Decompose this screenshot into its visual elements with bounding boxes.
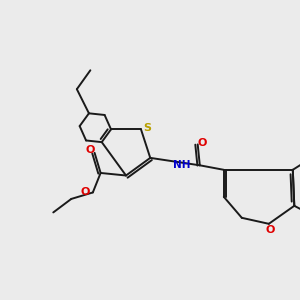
Text: O: O: [81, 188, 90, 197]
Text: NH: NH: [173, 160, 191, 170]
Text: S: S: [144, 123, 152, 133]
Text: O: O: [197, 138, 207, 148]
Text: O: O: [85, 145, 95, 155]
Text: O: O: [266, 225, 275, 235]
